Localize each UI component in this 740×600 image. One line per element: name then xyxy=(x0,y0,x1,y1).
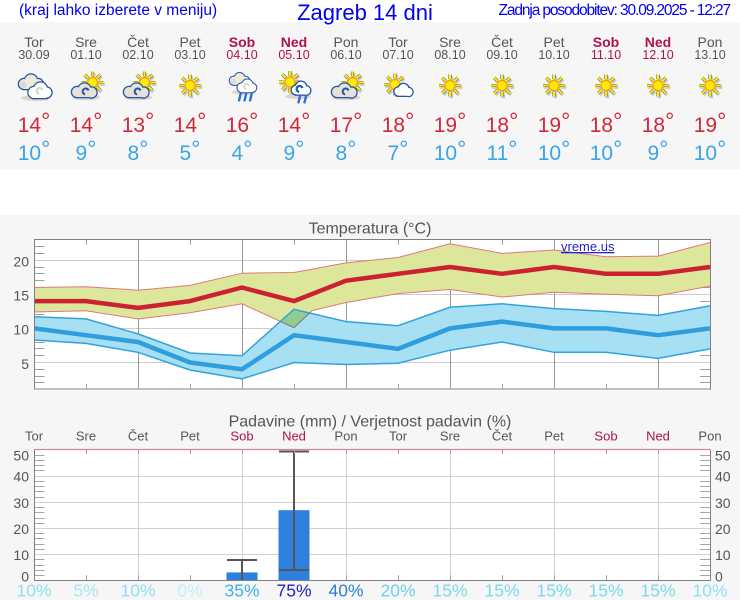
svg-text:15%: 15% xyxy=(588,581,623,600)
svg-text:30: 30 xyxy=(715,495,731,511)
svg-text:Padavine (mm) / Verjetnost pad: Padavine (mm) / Verjetnost padavin (%) xyxy=(229,414,512,431)
svg-text:40: 40 xyxy=(715,469,731,485)
svg-text:20: 20 xyxy=(13,254,29,270)
svg-text:15%: 15% xyxy=(484,581,519,600)
svg-text:15: 15 xyxy=(13,288,29,304)
svg-text:0%: 0% xyxy=(177,581,202,600)
svg-text:Sre: Sre xyxy=(440,429,460,444)
svg-text:10: 10 xyxy=(715,547,731,563)
svg-text:40%: 40% xyxy=(328,581,363,600)
svg-text:10: 10 xyxy=(13,547,29,563)
svg-text:40: 40 xyxy=(13,469,29,485)
svg-text:vreme.us: vreme.us xyxy=(561,239,615,254)
svg-text:10%: 10% xyxy=(120,581,155,600)
svg-text:0: 0 xyxy=(21,569,29,585)
svg-text:Pet: Pet xyxy=(180,429,200,444)
svg-text:20: 20 xyxy=(13,521,29,537)
svg-text:Sob: Sob xyxy=(230,429,253,444)
svg-text:10%: 10% xyxy=(692,581,727,600)
svg-text:20: 20 xyxy=(715,521,731,537)
svg-text:Ned: Ned xyxy=(282,429,306,444)
svg-text:Tor: Tor xyxy=(25,429,44,444)
svg-text:Temperatura (°C): Temperatura (°C) xyxy=(309,220,432,237)
svg-text:5%: 5% xyxy=(73,581,98,600)
svg-text:5: 5 xyxy=(21,356,29,372)
svg-text:15%: 15% xyxy=(536,581,571,600)
svg-text:10%: 10% xyxy=(16,581,51,600)
svg-text:15%: 15% xyxy=(640,581,675,600)
svg-text:Sob: Sob xyxy=(594,429,617,444)
svg-text:Tor: Tor xyxy=(389,429,408,444)
svg-text:50: 50 xyxy=(715,447,731,463)
svg-text:35%: 35% xyxy=(224,581,259,600)
svg-text:Ned: Ned xyxy=(646,429,670,444)
svg-text:Čet: Čet xyxy=(128,429,149,444)
svg-text:20%: 20% xyxy=(380,581,415,600)
svg-text:Pon: Pon xyxy=(334,429,357,444)
svg-text:30: 30 xyxy=(13,495,29,511)
svg-text:Čet: Čet xyxy=(492,429,513,444)
svg-text:75%: 75% xyxy=(276,581,311,600)
svg-text:50: 50 xyxy=(13,447,29,463)
svg-text:10: 10 xyxy=(13,322,29,338)
svg-text:15%: 15% xyxy=(432,581,467,600)
svg-text:Pet: Pet xyxy=(544,429,564,444)
svg-text:Pon: Pon xyxy=(698,429,721,444)
svg-text:Sre: Sre xyxy=(76,429,96,444)
svg-text:0: 0 xyxy=(715,569,723,585)
